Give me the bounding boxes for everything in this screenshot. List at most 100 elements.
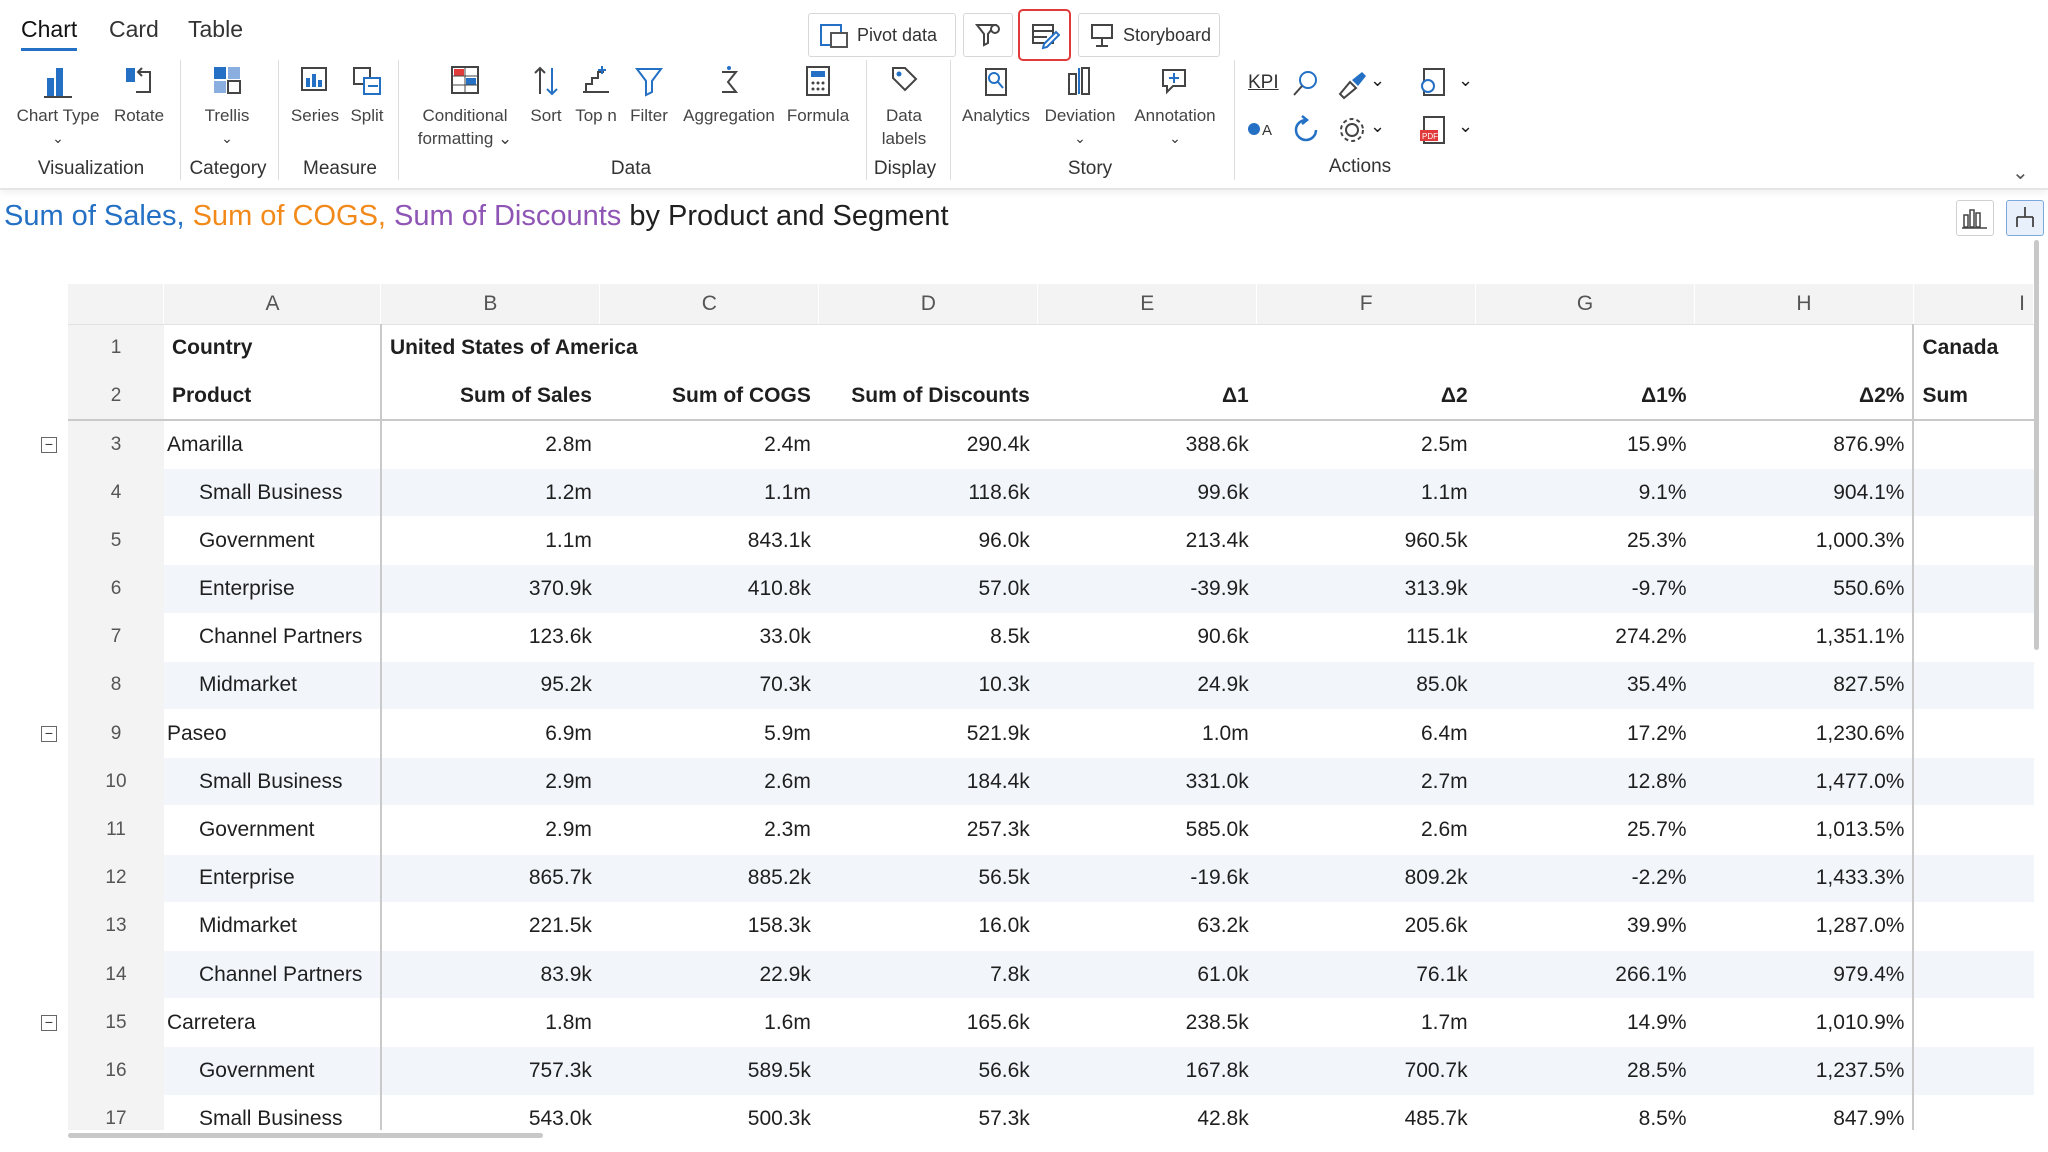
segment-name-cell[interactable]: Government: [163, 516, 382, 566]
value-cell-d[interactable]: 10.3k: [818, 661, 1038, 711]
value-cell-c[interactable]: 158.3k: [599, 902, 819, 951]
conditional-formatting-button[interactable]: Conditional formatting ⌄: [410, 64, 520, 150]
value-cell-f[interactable]: 485.7k: [1256, 1095, 1476, 1130]
filter-button[interactable]: Filter: [626, 64, 672, 127]
chart-type-button[interactable]: Chart Type ⌄: [12, 64, 104, 150]
product-name-cell[interactable]: Carretera: [163, 998, 382, 1048]
value-cell-d[interactable]: 521.9k: [818, 709, 1038, 759]
value-cell-f[interactable]: 76.1k: [1256, 950, 1476, 1000]
value-cell-d[interactable]: 96.0k: [818, 516, 1038, 566]
segment-name-cell[interactable]: Enterprise: [163, 854, 382, 903]
aggregation-button[interactable]: Aggregation: [678, 64, 780, 127]
value-cell-d[interactable]: 118.6k: [818, 468, 1038, 518]
canada-value-cell[interactable]: [1912, 998, 2034, 1048]
annotation-button[interactable]: Annotation ⌄: [1126, 64, 1224, 150]
value-cell-c[interactable]: 885.2k: [599, 854, 819, 903]
value-cell-f[interactable]: 6.4m: [1256, 709, 1476, 759]
storyboard-button[interactable]: Storyboard: [1078, 13, 1220, 57]
value-cell-b[interactable]: 2.9m: [380, 805, 600, 855]
chevron-down-icon[interactable]: ⌄: [1370, 70, 1386, 90]
trellis-button[interactable]: Trellis ⌄: [196, 64, 258, 150]
delta2-header-cell[interactable]: Δ2: [1256, 372, 1476, 422]
value-cell-h[interactable]: 1,433.3%: [1694, 854, 1914, 903]
value-cell-e[interactable]: 388.6k: [1037, 420, 1257, 470]
segment-name-cell[interactable]: Government: [163, 1046, 382, 1096]
analytics-button[interactable]: Analytics: [956, 64, 1036, 127]
delta1-pct-header-cell[interactable]: Δ1%: [1475, 372, 1695, 422]
delta1-header-cell[interactable]: Δ1: [1037, 372, 1257, 422]
segment-name-cell[interactable]: Small Business: [163, 468, 382, 518]
value-cell-h[interactable]: 876.9%: [1694, 420, 1914, 470]
segment-name-cell[interactable]: Midmarket: [163, 902, 382, 951]
gear-icon[interactable]: [1336, 114, 1368, 146]
value-cell-d[interactable]: 184.4k: [818, 757, 1038, 807]
value-cell-e[interactable]: -19.6k: [1037, 854, 1257, 903]
collapse-toggle-icon[interactable]: −: [41, 436, 57, 453]
value-cell-c[interactable]: 1.1m: [599, 468, 819, 518]
value-cell-f[interactable]: 313.9k: [1256, 564, 1476, 614]
canada-value-cell[interactable]: [1912, 420, 2034, 470]
collapse-ribbon-icon[interactable]: ⌄: [2012, 162, 2029, 184]
value-cell-c[interactable]: 589.5k: [599, 1046, 819, 1096]
column-header[interactable]: D: [818, 284, 1039, 325]
value-cell-f[interactable]: 205.6k: [1256, 902, 1476, 951]
edit-table-button[interactable]: [1018, 9, 1071, 61]
chevron-down-icon[interactable]: ⌄: [1458, 116, 1474, 136]
value-cell-b[interactable]: 6.9m: [380, 709, 600, 759]
value-cell-c[interactable]: 22.9k: [599, 950, 819, 1000]
value-cell-e[interactable]: 63.2k: [1037, 902, 1257, 951]
value-cell-c[interactable]: 410.8k: [599, 564, 819, 614]
value-cell-b[interactable]: 123.6k: [380, 613, 600, 662]
value-cell-c[interactable]: 2.3m: [599, 805, 819, 855]
top-n-button[interactable]: Top n: [570, 64, 622, 127]
pdf-export-icon[interactable]: PDF: [1416, 114, 1450, 148]
value-cell-g[interactable]: 25.7%: [1475, 805, 1695, 855]
value-cell-e[interactable]: 42.8k: [1037, 1095, 1257, 1130]
value-cell-g[interactable]: 12.8%: [1475, 757, 1695, 807]
column-header[interactable]: A: [163, 284, 382, 325]
canada-value-cell[interactable]: [1912, 950, 2034, 1000]
segment-name-cell[interactable]: Midmarket: [163, 661, 382, 711]
column-header[interactable]: G: [1475, 284, 1696, 325]
value-cell-h[interactable]: 847.9%: [1694, 1095, 1914, 1130]
value-cell-g[interactable]: 25.3%: [1475, 516, 1695, 566]
canada-value-cell[interactable]: [1912, 516, 2034, 566]
value-cell-d[interactable]: 165.6k: [818, 998, 1038, 1048]
value-cell-g[interactable]: 17.2%: [1475, 709, 1695, 759]
value-cell-d[interactable]: 290.4k: [818, 420, 1038, 470]
value-cell-b[interactable]: 865.7k: [380, 854, 600, 903]
value-cell-b[interactable]: 757.3k: [380, 1046, 600, 1096]
product-header-cell[interactable]: Product: [163, 372, 382, 422]
refresh-icon[interactable]: [1290, 114, 1322, 146]
column-header[interactable]: I: [1913, 284, 2034, 325]
split-button[interactable]: Split: [344, 64, 390, 127]
value-cell-b[interactable]: 1.2m: [380, 468, 600, 518]
value-cell-g[interactable]: -2.2%: [1475, 854, 1695, 903]
canada-value-cell[interactable]: [1912, 661, 2034, 711]
value-cell-e[interactable]: 99.6k: [1037, 468, 1257, 518]
formula-button[interactable]: Formula: [784, 64, 852, 127]
data-labels-button[interactable]: Data labels: [872, 64, 936, 150]
value-cell-f[interactable]: 960.5k: [1256, 516, 1476, 566]
canada-value-cell[interactable]: [1912, 1095, 2034, 1130]
value-cell-g[interactable]: 14.9%: [1475, 998, 1695, 1048]
value-cell-c[interactable]: 5.9m: [599, 709, 819, 759]
sort-button[interactable]: Sort: [526, 64, 566, 127]
canada-value-cell[interactable]: [1912, 468, 2034, 518]
product-name-cell[interactable]: Paseo: [163, 709, 382, 759]
rotate-button[interactable]: Rotate: [111, 64, 167, 127]
value-cell-h[interactable]: 1,010.9%: [1694, 998, 1914, 1048]
value-cell-h[interactable]: 1,000.3%: [1694, 516, 1914, 566]
value-cell-b[interactable]: 1.8m: [380, 998, 600, 1048]
value-cell-e[interactable]: 61.0k: [1037, 950, 1257, 1000]
value-cell-b[interactable]: 83.9k: [380, 950, 600, 1000]
cogs-header-cell[interactable]: Sum of COGS: [599, 372, 819, 422]
horizontal-scrollbar[interactable]: [68, 1133, 543, 1138]
brush-icon[interactable]: [1336, 68, 1368, 100]
value-cell-h[interactable]: 904.1%: [1694, 468, 1914, 518]
canada-value-cell[interactable]: [1912, 757, 2034, 807]
value-cell-b[interactable]: 221.5k: [380, 902, 600, 951]
canada-value-cell[interactable]: [1912, 902, 2034, 951]
value-cell-f[interactable]: 700.7k: [1256, 1046, 1476, 1096]
value-cell-h[interactable]: 1,230.6%: [1694, 709, 1914, 759]
